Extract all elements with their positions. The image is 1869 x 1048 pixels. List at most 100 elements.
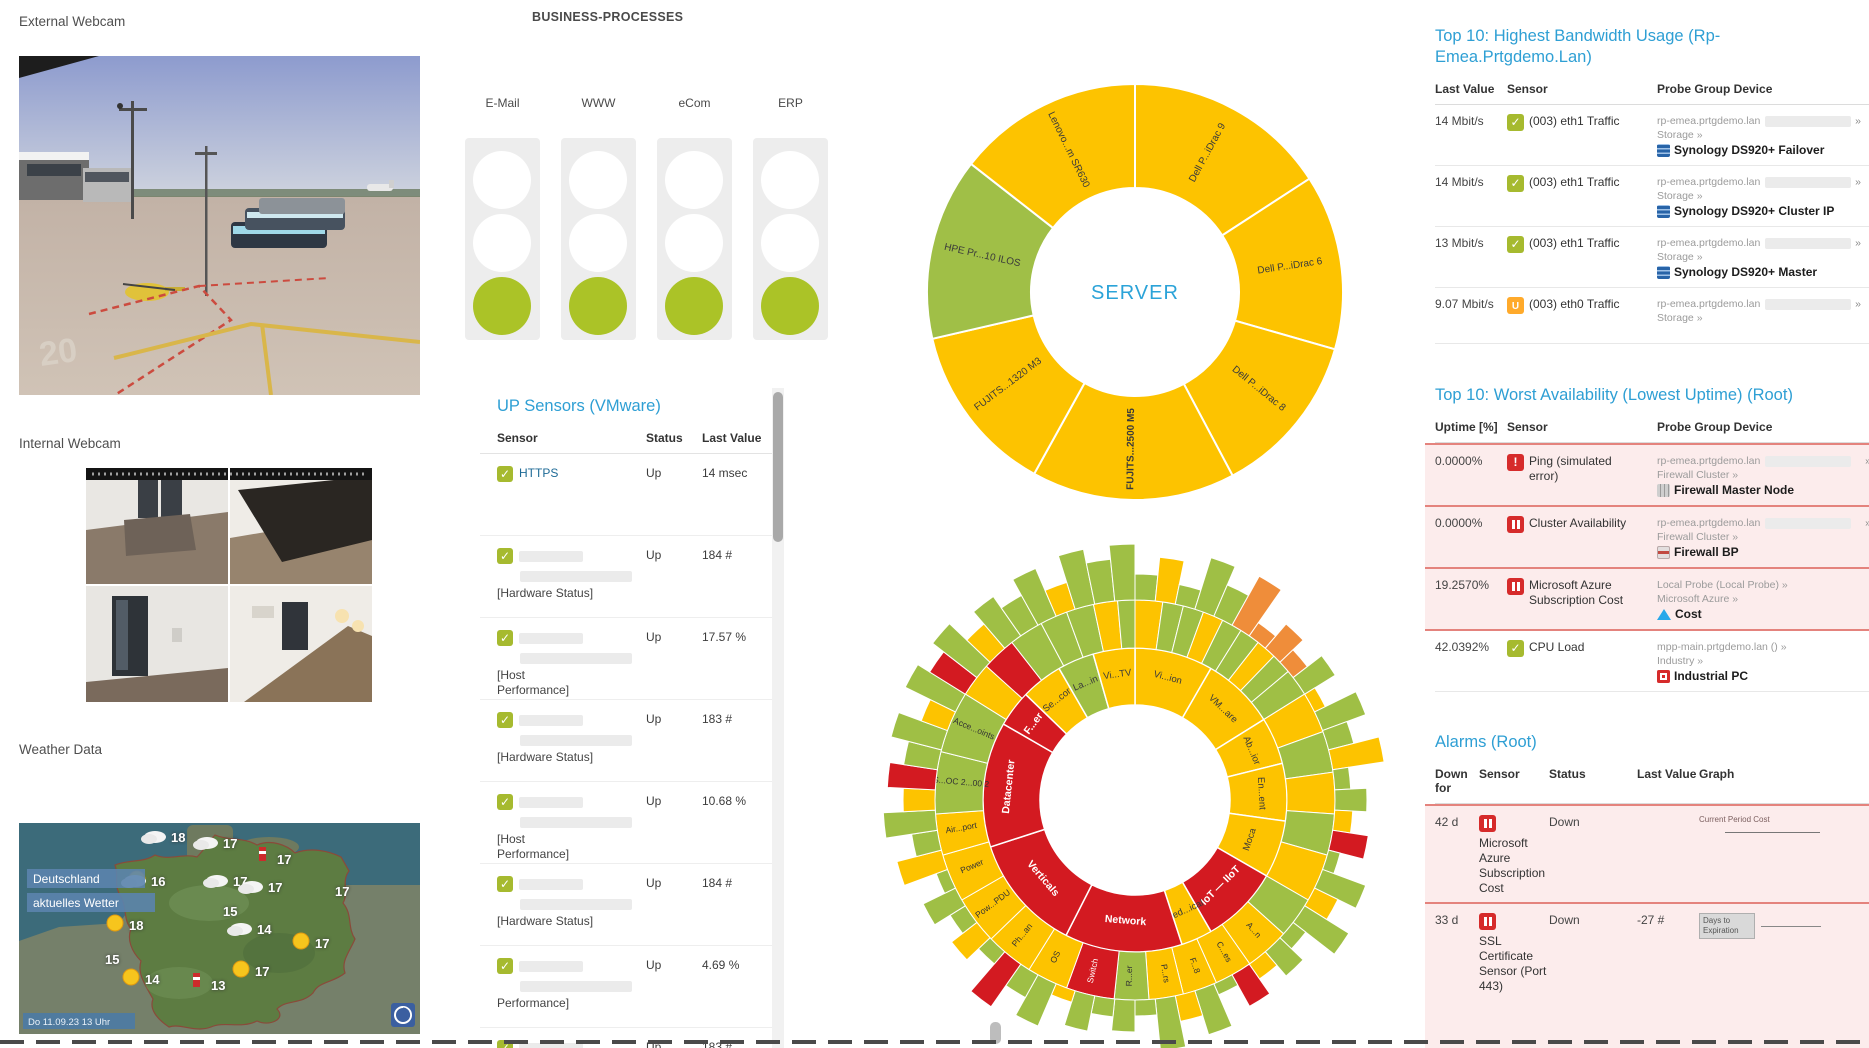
alarm-row[interactable]: 42 d Microsoft Azure Subscription Cost Dow… (1425, 804, 1869, 904)
probe-path-line[interactable]: »rp-emea.prtgdemo.lan (1657, 237, 1861, 249)
sensor-name-suffix: [Host Performance] (497, 832, 570, 861)
sensor-name-link[interactable]: Microsoft Azure Subscription Cost (1479, 836, 1546, 895)
availability-table-title[interactable]: Top 10: Worst Availability (Lowest Uptim… (1435, 386, 1793, 404)
pc-device-icon (1657, 670, 1670, 683)
redacted-sensor-name (520, 571, 632, 583)
device-link[interactable]: Cost (1657, 606, 1869, 623)
sunburst-outer-segment[interactable] (1332, 766, 1352, 791)
device-link[interactable]: Synology DS920+ Master (1657, 264, 1869, 281)
up-sensor-row[interactable]: [Hardware Status] Up 183 # (480, 700, 772, 782)
traffic-light-erp[interactable] (753, 138, 828, 340)
sensor-last-value-cell: 4.69 % (702, 958, 740, 972)
graph-cell[interactable]: Days to Expiration (1699, 913, 1869, 939)
sensor-cell: (003) eth0 Traffic (1507, 297, 1657, 314)
sunburst-ring2-segment[interactable] (1284, 771, 1336, 815)
sensor-name-link[interactable]: (003) eth1 Traffic (1529, 114, 1620, 128)
sensor-cell: Microsoft Azure Subscription Cost (1479, 815, 1549, 896)
sensor-ok-icon (497, 958, 513, 974)
server-segment[interactable] (1134, 82, 1311, 237)
last-value-cell: 0.0000% (1435, 454, 1483, 468)
table-row[interactable]: 19.2570% Microsoft Azure Subscription Cos… (1425, 569, 1869, 631)
external-webcam-image[interactable]: 20 (19, 56, 420, 395)
group-path-line[interactable]: Storage » (1657, 129, 1703, 141)
traffic-light-e-mail[interactable] (465, 138, 540, 340)
table-row[interactable]: 9.07 Mbit/s (003) eth0 Traffic »rp-emea.pr… (1435, 288, 1869, 344)
weather-sub-label: aktuelles Wetter (33, 896, 119, 910)
alarms-column-2: Status (1549, 767, 1586, 781)
group-path-line[interactable]: Industry » (1657, 655, 1704, 667)
probe-path-line[interactable]: »rp-emea.prtgdemo.lan (1657, 454, 1869, 468)
probe-path-line[interactable]: »rp-emea.prtgdemo.lan (1657, 176, 1861, 188)
device-link[interactable]: Firewall BP (1657, 544, 1869, 561)
internal-webcam-image[interactable] (86, 468, 372, 702)
sensor-name-link[interactable]: Ping (simulated error) (1529, 454, 1612, 483)
up-sensor-row[interactable]: [Hardware Status] Up 184 # (480, 864, 772, 946)
sunburst-outer-segment[interactable] (1090, 995, 1116, 1018)
up-sensor-row[interactable]: HTTPS Up 14 msec (480, 454, 772, 536)
up-sensor-row[interactable]: [Hardware Status] Up 184 # (480, 536, 772, 618)
last-value-cell: 42.0392% (1435, 640, 1490, 654)
traffic-light-www[interactable] (561, 138, 636, 340)
fw-device-icon (1657, 484, 1670, 497)
device-link[interactable]: Firewall Master Node (1657, 482, 1869, 499)
table-row[interactable]: 14 Mbit/s (003) eth1 Traffic »rp-emea.prtg… (1435, 166, 1869, 227)
up-sensor-row[interactable]: [Host Performance] Up 10.68 % (480, 782, 772, 864)
sensor-name-link[interactable]: CPU Load (1529, 640, 1585, 654)
sunburst-outer-segment[interactable] (1134, 998, 1158, 1017)
up-sensor-row[interactable]: Performance] Up 4.69 % (480, 946, 772, 1028)
device-link[interactable]: Synology DS920+ Failover (1657, 142, 1869, 159)
sensor-name-link[interactable]: SSL Certificate Sensor (Port 443) (1479, 934, 1547, 993)
table-row[interactable]: 0.0000% Cluster Availability »rp-emea.prtg… (1425, 507, 1869, 569)
device-link[interactable]: Industrial PC (1657, 668, 1869, 685)
sensor-ok-icon (1507, 236, 1524, 253)
weather-map[interactable]: 18 17 17 17 17 16 17 15 18 14 15 14 13 17 17 Deutschla… (19, 823, 420, 1034)
quad-top-right (230, 468, 372, 584)
server-segment[interactable] (1032, 381, 1235, 501)
group-path-line[interactable]: Storage » (1657, 251, 1703, 263)
sensor-name-link[interactable]: Cluster Availability (1529, 516, 1627, 530)
sensor-name-link[interactable]: (003) eth1 Traffic (1529, 175, 1620, 189)
up-sensors-title[interactable]: UP Sensors (VMware) (497, 397, 661, 415)
server-segment[interactable] (969, 82, 1136, 230)
group-path-line[interactable]: Microsoft Azure » (1657, 593, 1739, 605)
table-row[interactable]: 14 Mbit/s (003) eth1 Traffic »rp-emea.prtg… (1435, 105, 1869, 166)
bandwidth-table-title[interactable]: Top 10: Highest Bandwidth Usage (Rp-Emea… (1435, 27, 1721, 66)
traffic-light-ecom[interactable] (657, 138, 732, 340)
group-path-line[interactable]: Firewall Cluster » (1657, 469, 1739, 481)
sensor-name-link[interactable]: (003) eth0 Traffic (1529, 297, 1620, 311)
up-sensor-row[interactable]: [Host Performance] Up 17.57 % (480, 618, 772, 700)
sensor-name-link[interactable]: Microsoft Azure Subscription Cost (1529, 578, 1624, 607)
device-link[interactable]: Synology DS920+ Cluster IP (1657, 203, 1869, 220)
server-segment[interactable] (926, 162, 1055, 340)
probe-path-line[interactable]: Local Probe (Local Probe) » (1657, 579, 1788, 591)
alarms-column-1: Sensor (1479, 767, 1520, 781)
up-sensors-scrollbar-thumb[interactable] (773, 392, 783, 542)
sunburst-outer-segment[interactable] (902, 787, 936, 813)
group-path-line[interactable]: Firewall Cluster » (1657, 531, 1739, 543)
sensor-name-link[interactable]: HTTPS (519, 466, 559, 481)
traffic-light-label: eCom (678, 96, 711, 110)
sunburst-outer-segment[interactable] (1134, 573, 1159, 602)
sunburst-outer-segment[interactable] (1334, 787, 1368, 813)
redacted-sensor-name (519, 796, 583, 808)
table-row[interactable]: 42.0392% CPU Load mpp-main.prtgdemo.lan ()… (1435, 631, 1869, 692)
probe-path-line[interactable]: mpp-main.prtgdemo.lan () » (1657, 641, 1787, 653)
up-sensor-row[interactable]: Up 183 # (480, 1028, 772, 1048)
probe-path-line[interactable]: »rp-emea.prtgdemo.lan (1657, 516, 1869, 530)
sunburst-outer-segment[interactable] (1110, 998, 1136, 1033)
weather-temp-marker: 17 (335, 884, 349, 899)
graph-cell[interactable]: Current Period Cost (1699, 815, 1869, 833)
sensor-name-link[interactable]: (003) eth1 Traffic (1529, 236, 1620, 250)
table-row[interactable]: 13 Mbit/s (003) eth1 Traffic »rp-emea.prtg… (1435, 227, 1869, 288)
up-sensors-scrollbar[interactable] (772, 388, 784, 1048)
probe-path-line[interactable]: »rp-emea.prtgdemo.lan (1657, 115, 1861, 127)
probe-path-line[interactable]: »rp-emea.prtgdemo.lan (1657, 298, 1861, 310)
group-path-line[interactable]: Storage » (1657, 190, 1703, 202)
scrollbar-thumb-small[interactable] (990, 1022, 1001, 1044)
sunburst-outer-segment[interactable] (1332, 809, 1354, 834)
group-path-line[interactable]: Storage » (1657, 312, 1703, 324)
redacted-path-segment (1765, 176, 1852, 188)
alarms-table-title[interactable]: Alarms (Root) (1435, 733, 1537, 751)
sunburst-outer-segment[interactable] (1108, 543, 1136, 602)
table-row[interactable]: 0.0000% Ping (simulated error) »rp-emea.pr… (1425, 443, 1869, 507)
